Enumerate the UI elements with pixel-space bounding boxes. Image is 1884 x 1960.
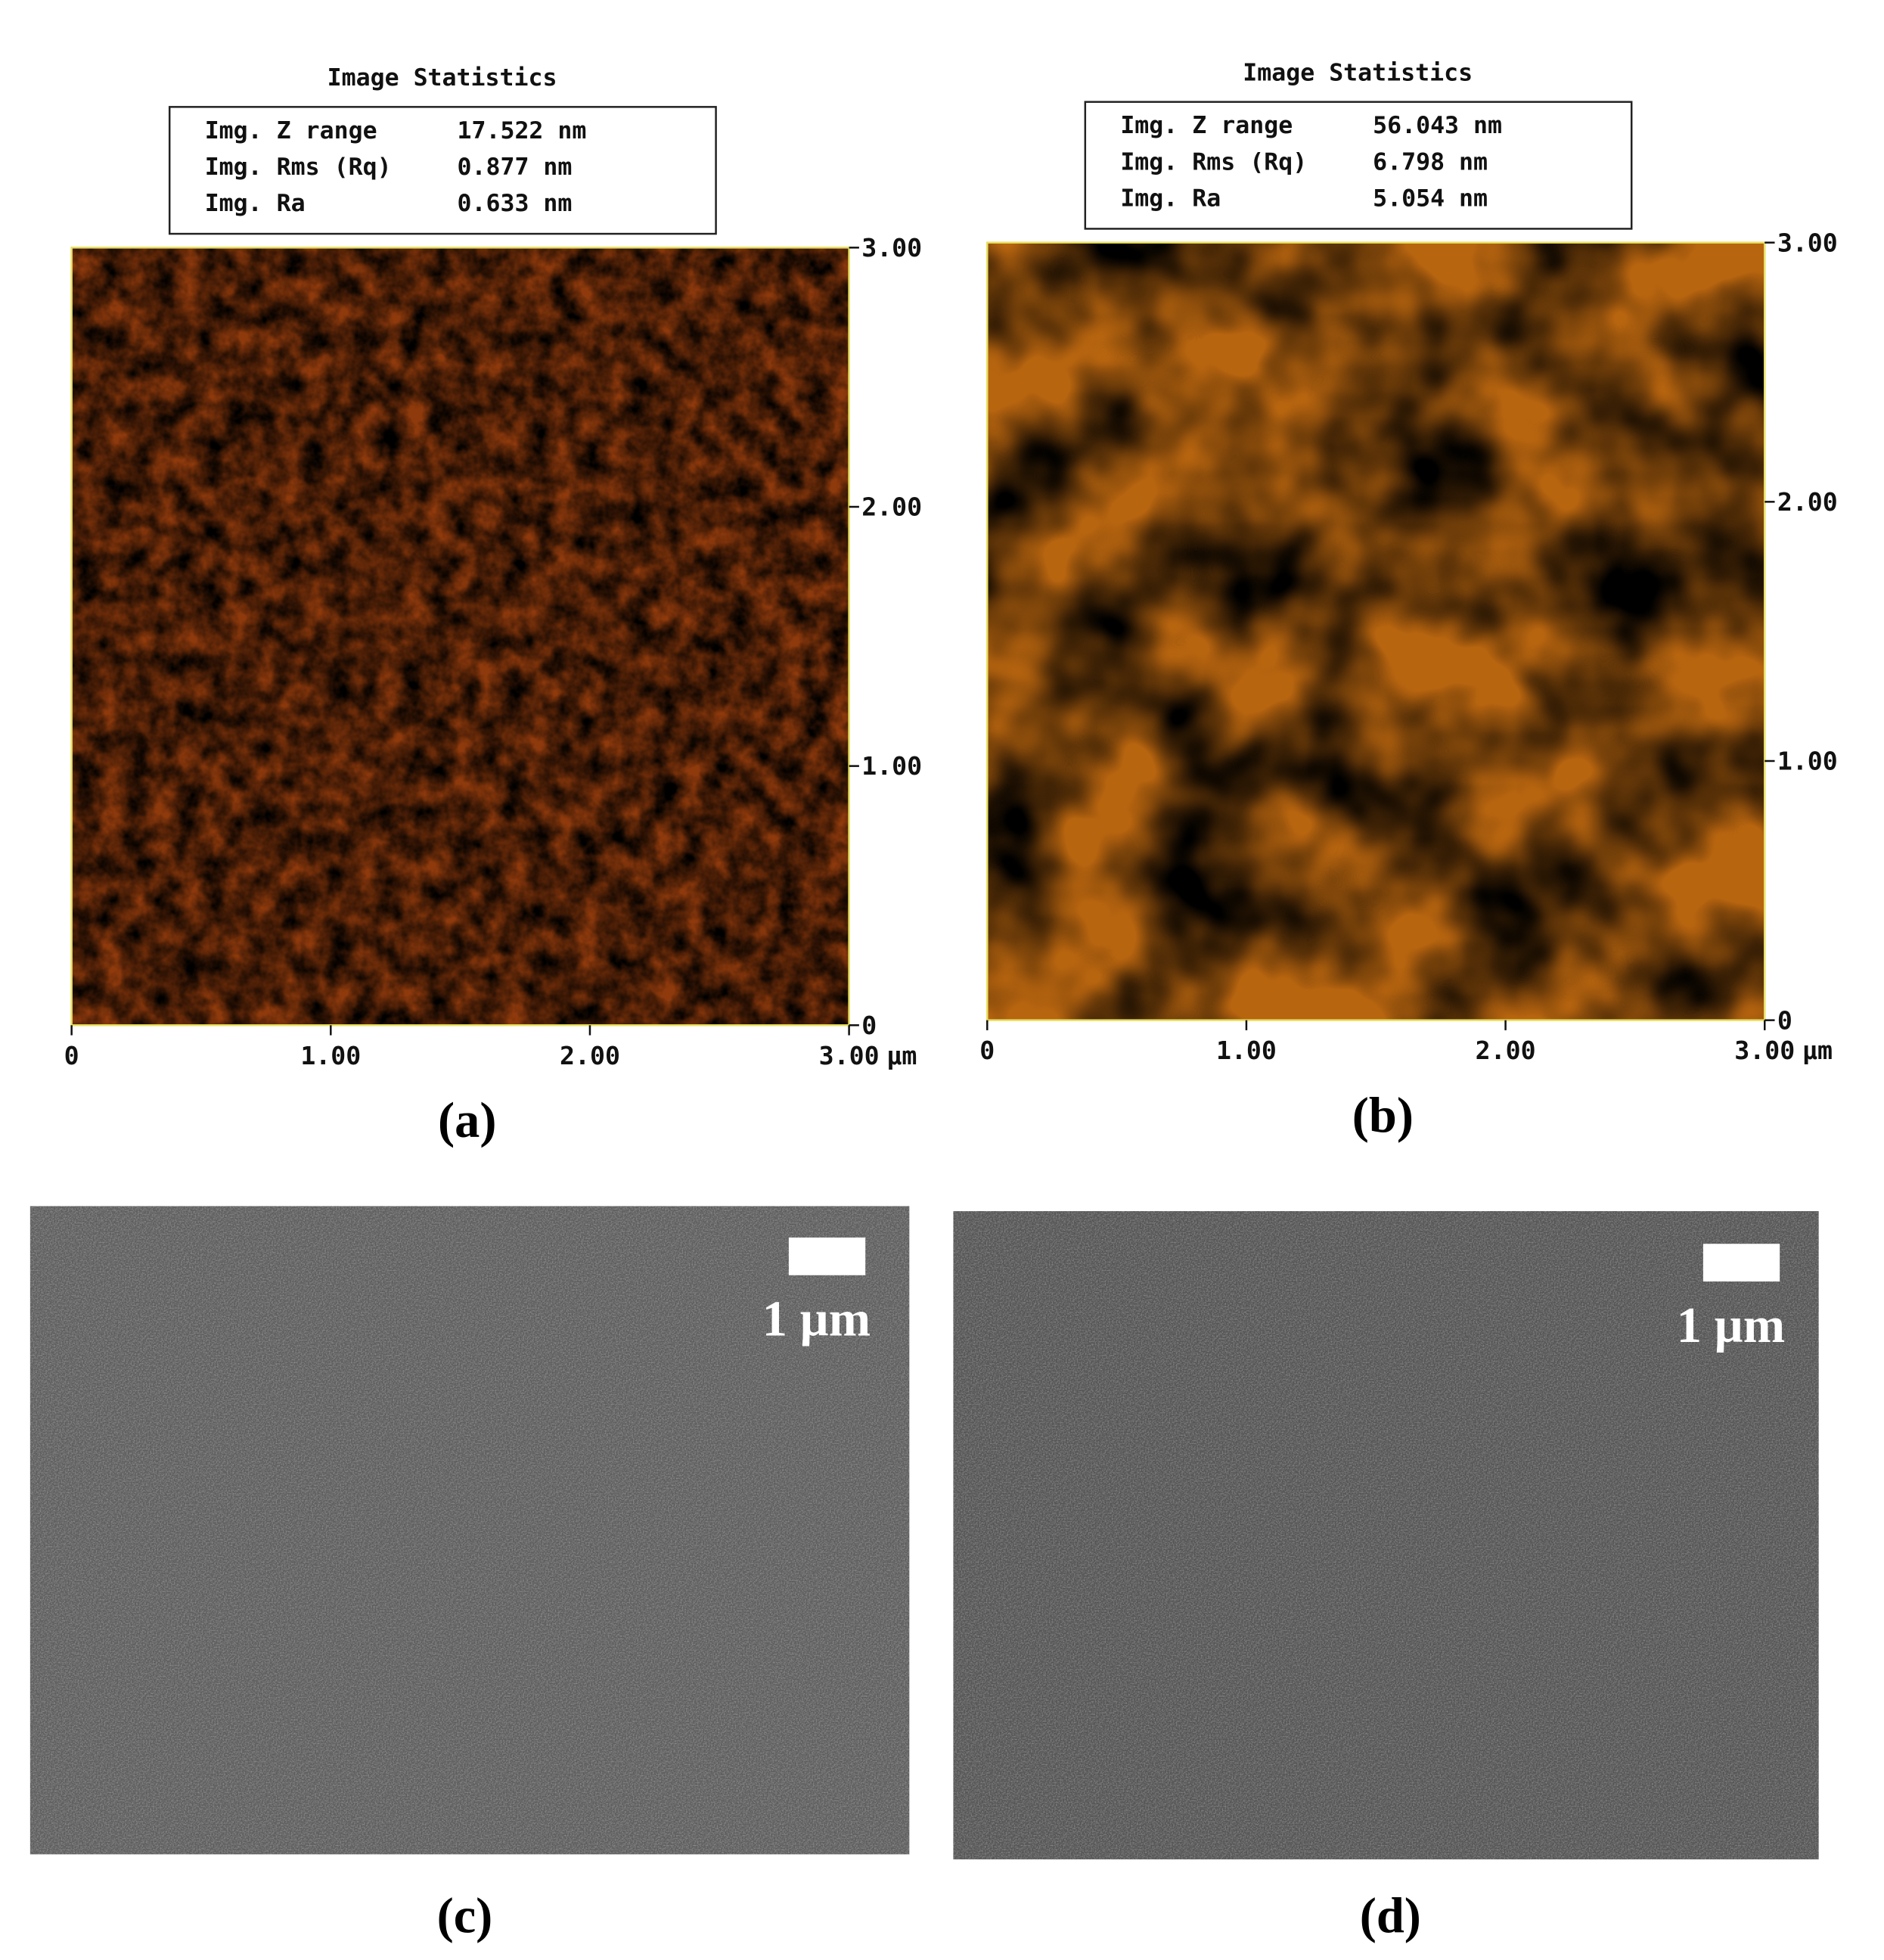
stat-value: 56.043 nm [1373,112,1502,139]
x-tick-label: 0 [979,1036,995,1065]
x-tick-label: 1.00 [300,1041,361,1070]
stats-title: Image Statistics [327,64,557,92]
stat-name: Img. Rms (Rq) [1120,148,1307,175]
afm-texture [987,242,1765,1020]
scale-bar-label: 1 µm [1677,1298,1785,1353]
stats-title: Image Statistics [1243,59,1473,86]
y-tick-label: 2.00 [1777,487,1838,517]
x-tick-label: 2.00 [560,1041,620,1070]
y-tick-label: 2.00 [861,492,922,522]
y-tick-label: 0 [861,1011,877,1040]
x-unit: µm [886,1041,917,1070]
panel-label: (c) [437,1888,493,1943]
y-tick-label: 1.00 [1777,747,1838,776]
x-tick-label: 1.00 [1216,1036,1277,1065]
stats-box [1084,101,1633,230]
sem-texture [29,1206,910,1855]
stat-value: 0.877 nm [457,154,572,181]
sem-texture [953,1211,1819,1859]
scale-bar [788,1237,866,1275]
x-tick-label: 3.00 [1734,1036,1795,1065]
stat-name: Img. Z range [1120,112,1293,139]
x-tick-label: 2.00 [1476,1036,1536,1065]
afm-frame [70,247,850,1027]
y-tick-label: 3.00 [1777,228,1838,257]
stat-value: 5.054 nm [1373,185,1488,213]
panel-label: (d) [1360,1888,1421,1943]
scale-bar-label: 1 µm [762,1291,871,1347]
stat-value: 17.522 nm [457,117,586,144]
stat-name: Img. Z range [205,117,377,144]
stat-name: Img. Ra [205,190,306,217]
y-tick-label: 3.00 [861,233,922,262]
afm-texture [71,247,849,1026]
stat-name: Img. Ra [1120,185,1221,213]
afm-frame [986,241,1766,1021]
panel-label: (a) [438,1093,496,1148]
y-tick-label: 0 [1777,1005,1792,1035]
stat-value: 6.798 nm [1373,148,1488,175]
panel-label: (b) [1352,1088,1414,1143]
x-tick-label: 0 [64,1041,79,1070]
y-tick-label: 1.00 [861,751,922,781]
x-tick-label: 3.00 [819,1041,880,1070]
x-unit: µm [1802,1036,1833,1065]
stat-name: Img. Rms (Rq) [205,154,392,181]
stats-box [168,106,717,235]
scale-bar [1702,1244,1780,1282]
stat-value: 0.633 nm [457,190,572,217]
